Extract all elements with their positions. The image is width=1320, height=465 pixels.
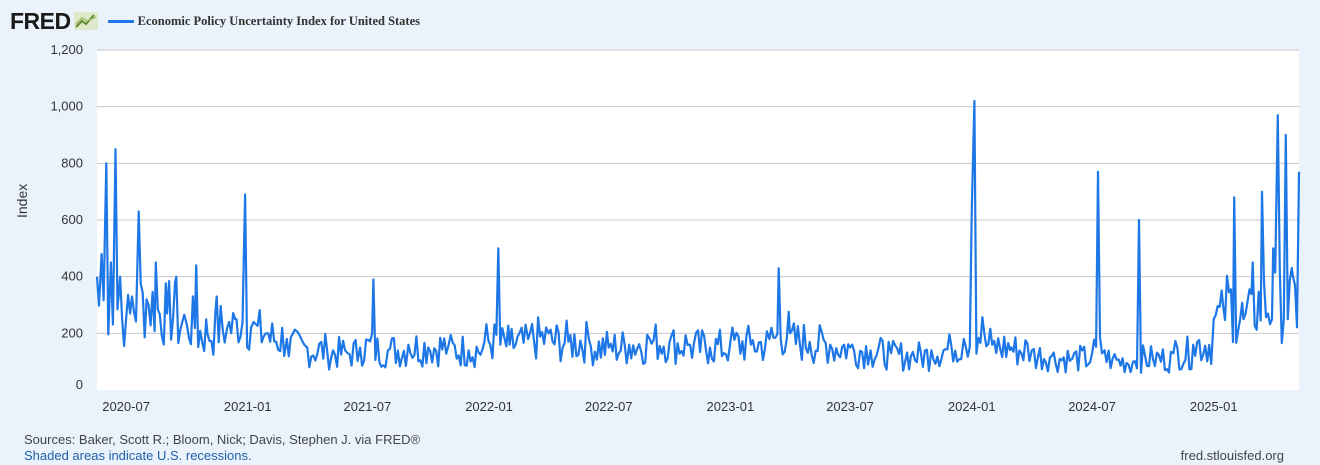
fred-chart-icon [73,12,98,30]
recessions-link[interactable]: Shaded areas indicate U.S. recessions. [24,448,252,463]
x-tick-label: 2021-07 [344,399,392,414]
y-tick-label: 400 [61,269,83,284]
x-tick-label: 2020-07 [102,399,150,414]
x-tick-label: 2021-01 [224,399,272,414]
legend: Economic Policy Uncertainty Index for Un… [107,13,421,29]
y-tick-label: 1,000 [50,99,83,114]
y-tick-label: 800 [61,155,83,170]
y-tick-labels: 0 200 400 600 800 1,000 1,200 [50,42,83,392]
sources-text: Sources: Baker, Scott R.; Bloom, Nick; D… [24,432,421,447]
series-line[interactable] [95,99,1301,374]
y-tick-label: 1,200 [50,42,83,57]
legend-label[interactable]: Economic Policy Uncertainty Index for Un… [137,13,421,28]
fred-logo[interactable]: FRED [10,7,71,34]
x-tick-label: 2023-07 [826,399,874,414]
x-tick-label: 2024-01 [948,399,996,414]
legend-swatch [107,19,134,23]
footer-sources: Sources: Baker, Scott R.; Bloom, Nick; D… [24,432,420,464]
x-tick-label: 2022-07 [585,399,633,414]
y-tick-label: 200 [61,325,83,340]
y-tick-label: 600 [61,212,83,227]
y-tick-label: 0 [76,377,83,392]
x-tick-label: 2022-01 [465,399,513,414]
x-tick-label: 2025-01 [1190,399,1238,414]
x-tick-label: 2023-01 [707,399,755,414]
site-link[interactable]: fred.stlouisfed.org [1180,448,1284,463]
x-tick-labels: 2020-07 2021-01 2021-07 2022-01 2022-07 2023-… [102,399,1237,414]
chart-header: FRED Economic Policy Uncertainty Index f… [10,6,420,36]
x-tick-label: 2024-07 [1068,399,1116,414]
